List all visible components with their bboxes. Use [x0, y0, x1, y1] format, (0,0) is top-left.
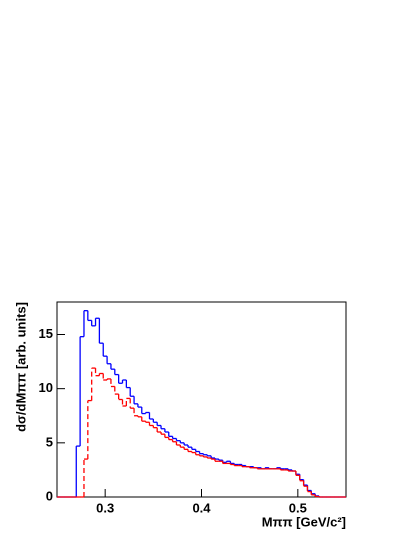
y-tick-label: 0 — [46, 488, 53, 503]
x-tick-label: 0.5 — [289, 500, 307, 515]
x-tick-label: 0.3 — [96, 500, 114, 515]
y-tick-label: 5 — [46, 434, 53, 449]
y-axis-label: dσ/dMππ [arb. units] — [13, 302, 28, 432]
plot-frame — [56, 301, 347, 498]
x-axis-label: Mππ [GeV/c²] — [262, 514, 346, 529]
x-tick-label: 0.4 — [192, 500, 211, 515]
y-tick-label: 10 — [39, 380, 53, 395]
y-tick-label: 15 — [39, 326, 53, 341]
